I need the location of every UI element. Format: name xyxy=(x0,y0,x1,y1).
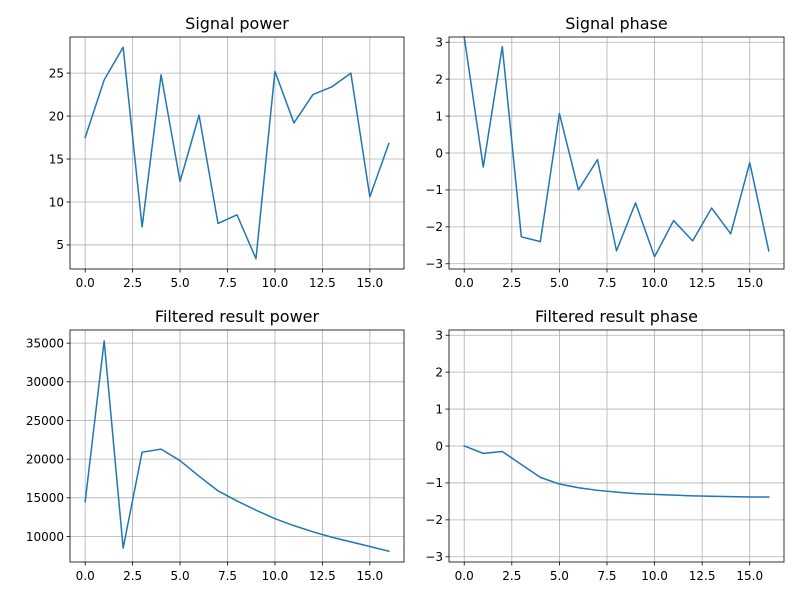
y-tick-label: 15000 xyxy=(26,491,64,505)
y-tick-label: 25000 xyxy=(26,414,64,428)
y-tick-label: 5 xyxy=(56,238,64,252)
y-tick-label: 15 xyxy=(49,152,64,166)
x-tick-label: 15.0 xyxy=(736,569,763,583)
chart-title: Filtered result phase xyxy=(535,307,698,326)
y-tick-label: 3 xyxy=(435,36,443,50)
series-line xyxy=(84,46,390,260)
y-tick-label: 2 xyxy=(435,365,443,379)
y-tick-label: −2 xyxy=(425,513,443,527)
y-tick-label: 20000 xyxy=(26,452,64,466)
y-tick-label: 35000 xyxy=(26,336,64,350)
x-tick-label: 7.5 xyxy=(218,569,237,583)
x-tick-label: 5.0 xyxy=(550,569,569,583)
subplot-filtered-result-phase: 0.0 2.5 5.0 7.5 10.0 12.5 15.0 −3 −2 −1 0 1 2 3 Filter… xyxy=(425,307,785,583)
x-tick-label: 12.5 xyxy=(689,276,716,290)
y-tick-label: 10000 xyxy=(26,530,64,544)
x-tick-label: 5.0 xyxy=(171,276,190,290)
x-tick-label: 10.0 xyxy=(262,276,289,290)
x-tick-label: 12.5 xyxy=(309,276,336,290)
x-tick-label: 7.5 xyxy=(218,276,237,290)
x-tick-label: 2.5 xyxy=(123,276,142,290)
x-tick-label: 12.5 xyxy=(309,569,336,583)
x-tick-label: 0.0 xyxy=(455,276,474,290)
x-tick-label: 0.0 xyxy=(76,276,95,290)
x-tick-label: 0.0 xyxy=(455,569,474,583)
x-tick-label: 2.5 xyxy=(123,569,142,583)
x-tick-label: 10.0 xyxy=(641,569,668,583)
y-tick-label: −2 xyxy=(425,220,443,234)
series-line xyxy=(84,340,390,553)
y-tick-label: 30000 xyxy=(26,375,64,389)
chart-title: Signal power xyxy=(185,14,289,33)
y-tick-label: 1 xyxy=(435,109,443,123)
y-tick-label: 3 xyxy=(435,329,443,343)
x-tick-label: 7.5 xyxy=(597,569,616,583)
x-tick-label: 10.0 xyxy=(641,276,668,290)
axes-frame xyxy=(69,36,405,270)
y-tick-label: 2 xyxy=(435,72,443,86)
series-line xyxy=(463,445,770,498)
x-tick-label: 10.0 xyxy=(262,569,289,583)
x-tick-label: 5.0 xyxy=(550,276,569,290)
x-tick-label: 0.0 xyxy=(76,569,95,583)
x-tick-label: 2.5 xyxy=(502,569,521,583)
y-tick-label: −3 xyxy=(425,257,443,271)
y-tick-label: −1 xyxy=(425,183,443,197)
y-tick-label: 0 xyxy=(435,146,443,160)
y-tick-label: 25 xyxy=(49,66,64,80)
y-tick-label: 20 xyxy=(49,109,64,123)
series-line xyxy=(463,36,770,258)
x-tick-label: 15.0 xyxy=(736,276,763,290)
chart-title: Filtered result power xyxy=(155,307,320,326)
y-tick-label: 10 xyxy=(49,195,64,209)
subplot-signal-power: 0.0 2.5 5.0 7.5 10.0 12.5 15.0 5 10 15 20 25 Signal … xyxy=(49,14,405,290)
x-tick-label: 2.5 xyxy=(502,276,521,290)
x-tick-label: 7.5 xyxy=(597,276,616,290)
x-tick-label: 12.5 xyxy=(689,569,716,583)
y-tick-label: −1 xyxy=(425,476,443,490)
y-tick-label: 0 xyxy=(435,439,443,453)
x-tick-label: 15.0 xyxy=(356,276,383,290)
axes-frame xyxy=(69,329,405,563)
x-tick-label: 5.0 xyxy=(171,569,190,583)
chart-title: Signal phase xyxy=(565,14,668,33)
subplot-signal-phase: 0.0 2.5 5.0 7.5 10.0 12.5 15.0 −3 −2 −1 0 1 2 3 Signal… xyxy=(425,14,785,290)
y-tick-label: −3 xyxy=(425,550,443,564)
y-tick-label: 1 xyxy=(435,402,443,416)
subplot-filtered-result-power: 0.0 2.5 5.0 7.5 10.0 12.5 15.0 10000 15000 20000 2… xyxy=(26,307,405,583)
x-tick-label: 15.0 xyxy=(356,569,383,583)
